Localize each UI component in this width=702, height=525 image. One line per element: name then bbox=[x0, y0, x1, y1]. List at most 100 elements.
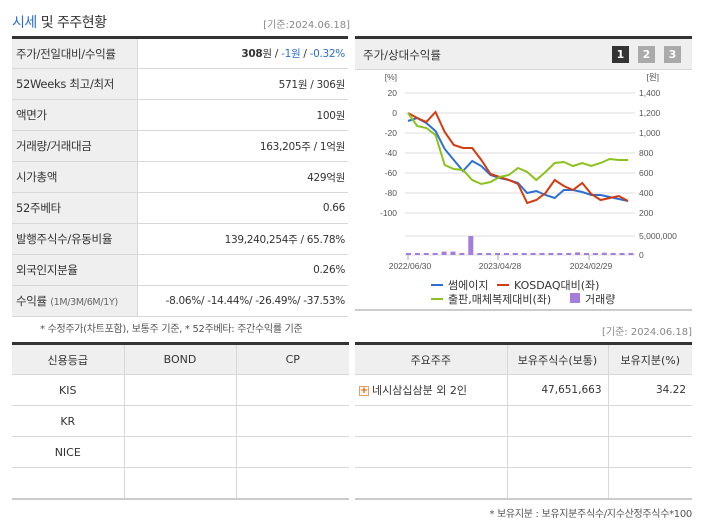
svg-text:1,400: 1,400 bbox=[639, 88, 661, 98]
row-label: 주가/전일대비/수익률 bbox=[12, 37, 138, 69]
cp-cell bbox=[235, 436, 349, 468]
chart-page-3-button[interactable]: 3 bbox=[664, 46, 681, 63]
column-header: 보유주식수(보통) bbox=[506, 343, 608, 375]
column-header: 신용등급 bbox=[12, 343, 124, 375]
table-row: 52주베타 0.66 bbox=[12, 192, 348, 224]
quote-table: 주가/전일대비/수익률 308원 / -1원 / -0.32% 52Weeks … bbox=[12, 36, 348, 317]
table-header-row: 주요주주 보유주식수(보통) 보유지분(%) bbox=[355, 343, 692, 375]
section-title: 시세 및 주주현황 bbox=[12, 15, 107, 31]
table-row bbox=[355, 405, 692, 437]
agency-cell: NICE bbox=[12, 436, 124, 468]
agency-cell: KR bbox=[12, 405, 124, 437]
table-row: 거래량/거래대금 163,205주 / 1억원 bbox=[12, 130, 348, 162]
row-value: 0.26% bbox=[137, 254, 348, 286]
table-row: + 네시삼십삼분 외 2인 47,651,663 34.22 bbox=[355, 374, 692, 406]
svg-text:2022/06/30: 2022/06/30 bbox=[389, 261, 432, 271]
svg-text:1,000: 1,000 bbox=[639, 128, 661, 138]
table-row: 주가/전일대비/수익률 308원 / -1원 / -0.32% bbox=[12, 37, 348, 69]
table-row: 액면가 100원 bbox=[12, 99, 348, 131]
row-label: 수익률 (1M/3M/6M/1Y) bbox=[12, 285, 138, 317]
shareholder-name-cell[interactable]: + 네시삼십삼분 외 2인 bbox=[355, 374, 507, 406]
row-label: 52주베타 bbox=[12, 192, 138, 224]
cp-cell bbox=[235, 374, 349, 406]
svg-text:-20: -20 bbox=[385, 128, 398, 138]
price-chart: [%] [원] 20 1,400 0 1,200 -20 1,000 -40 800 -60 60… bbox=[380, 72, 677, 306]
row-value: 139,240,254주 / 65.78% bbox=[137, 223, 348, 255]
svg-text:600: 600 bbox=[639, 168, 653, 178]
table-row: 외국인지분율 0.26% bbox=[12, 254, 348, 286]
table-row: 발행주식수/유동비율 139,240,254주 / 65.78% bbox=[12, 223, 348, 255]
row-label: 발행주식수/유동비율 bbox=[12, 223, 138, 255]
table-row: KR bbox=[12, 405, 349, 437]
table-row: 수익률 (1M/3M/6M/1Y) -8.06%/ -14.44%/ -26.49… bbox=[12, 285, 348, 317]
y2-axis-unit: [원] bbox=[646, 72, 659, 82]
row-label: 52Weeks 최고/최저 bbox=[12, 68, 138, 100]
series-line bbox=[407, 116, 629, 202]
legend-label: 썸에이지 bbox=[448, 279, 488, 292]
svg-text:200: 200 bbox=[639, 208, 653, 218]
svg-text:800: 800 bbox=[639, 148, 653, 158]
agency-cell: KIS bbox=[12, 374, 124, 406]
chart-panel: 주가/상대수익률 1 2 3 bbox=[355, 36, 692, 307]
bond-cell bbox=[123, 405, 236, 437]
column-header: 주요주주 bbox=[355, 343, 507, 375]
svg-text:400: 400 bbox=[639, 188, 653, 198]
svg-text:1,200: 1,200 bbox=[639, 108, 661, 118]
table-row bbox=[355, 436, 692, 468]
divider bbox=[355, 309, 692, 311]
svg-text:5,000,000: 5,000,000 bbox=[639, 231, 677, 241]
row-value: 163,205주 / 1억원 bbox=[137, 130, 348, 162]
table-row: 52Weeks 최고/최저 571원 / 306원 bbox=[12, 68, 348, 100]
pct-cell: 34.22 bbox=[607, 374, 692, 406]
cp-cell bbox=[235, 467, 349, 499]
legend-swatch-volume bbox=[570, 293, 580, 303]
table-row: 시가총액 429억원 bbox=[12, 161, 348, 193]
table-row: NICE bbox=[12, 436, 349, 468]
shareholders-as-of: [기준: 2024.06.18] bbox=[601, 327, 692, 338]
svg-text:20: 20 bbox=[388, 88, 398, 98]
table-header-row: 신용등급 BOND CP bbox=[12, 343, 349, 375]
row-value: 571원 / 306원 bbox=[137, 68, 348, 100]
agency-cell bbox=[12, 467, 124, 499]
bond-cell bbox=[123, 374, 236, 406]
shareholders-table: 주요주주 보유주식수(보통) 보유지분(%) + 네시삼십삼분 외 2인 47,6… bbox=[355, 342, 692, 500]
row-label: 시가총액 bbox=[12, 161, 138, 193]
quote-footnote: * 수정주가(차트포함), 보통주 기준, * 52주베타: 주간수익률 기준 bbox=[40, 324, 303, 335]
series-line bbox=[407, 112, 628, 186]
column-header: CP bbox=[235, 343, 349, 375]
y-axis-unit: [%] bbox=[385, 72, 397, 82]
column-header: 보유지분(%) bbox=[607, 343, 692, 375]
shareholders-footnote: * 보유지분 : 보유지분주식수/지수산정주식수*100 bbox=[489, 509, 692, 520]
chart-page-1-button[interactable]: 1 bbox=[612, 46, 629, 63]
svg-text:0: 0 bbox=[392, 108, 397, 118]
legend-label: 출판,매체복제대비(좌) bbox=[448, 293, 551, 306]
expand-plus-icon[interactable]: + bbox=[359, 386, 369, 396]
chart-page-2-button[interactable]: 2 bbox=[638, 46, 655, 63]
row-value: 0.66 bbox=[137, 192, 348, 224]
as-of-date: [기준:2024.06.18] bbox=[263, 20, 350, 31]
column-header: BOND bbox=[123, 343, 236, 375]
row-value: -8.06%/ -14.44%/ -26.49%/ -37.53% bbox=[137, 285, 348, 317]
row-label: 외국인지분율 bbox=[12, 254, 138, 286]
legend-label: 거래량 bbox=[585, 293, 615, 306]
row-value: 308원 / -1원 / -0.32% bbox=[137, 37, 348, 69]
svg-text:-60: -60 bbox=[385, 168, 398, 178]
table-row: KIS bbox=[12, 374, 349, 406]
series-line bbox=[407, 110, 629, 205]
legend-label: KOSDAQ대비(좌) bbox=[514, 279, 599, 292]
row-label: 거래량/거래대금 bbox=[12, 130, 138, 162]
svg-text:-100: -100 bbox=[380, 208, 397, 218]
svg-text:-40: -40 bbox=[385, 148, 398, 158]
row-value: 100원 bbox=[137, 99, 348, 131]
table-row bbox=[355, 467, 692, 499]
bond-cell bbox=[123, 467, 236, 499]
svg-text:-80: -80 bbox=[385, 188, 398, 198]
svg-text:0: 0 bbox=[639, 250, 644, 260]
row-label: 액면가 bbox=[12, 99, 138, 131]
chart-title: 주가/상대수익률 bbox=[363, 48, 441, 62]
row-value: 429억원 bbox=[137, 161, 348, 193]
chart-header: 주가/상대수익률 1 2 3 bbox=[355, 39, 692, 70]
svg-text:2024/02/29: 2024/02/29 bbox=[570, 261, 613, 271]
credit-rating-table: 신용등급 BOND CP KIS KR NICE bbox=[12, 342, 349, 500]
cp-cell bbox=[235, 405, 349, 437]
